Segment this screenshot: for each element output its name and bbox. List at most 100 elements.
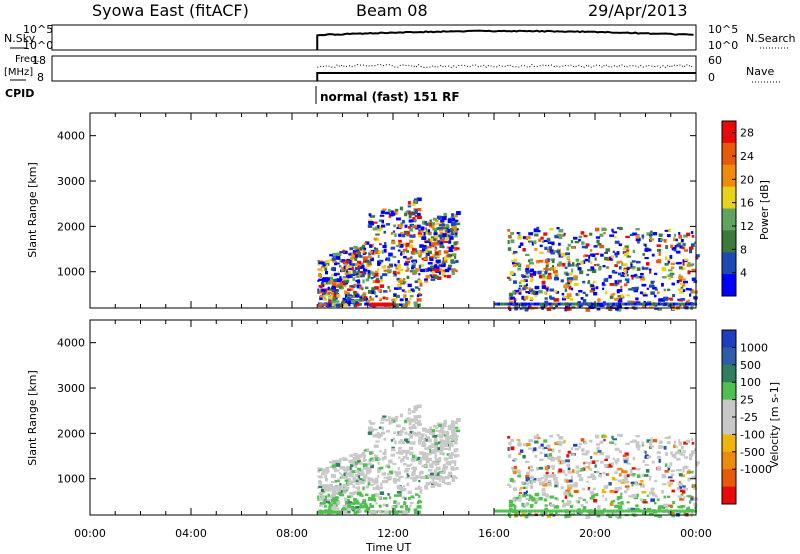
velocity-cell	[371, 479, 375, 483]
power-cell	[331, 257, 336, 261]
velocity-cell	[591, 460, 596, 464]
velocity-cell	[347, 481, 352, 485]
power-cell	[594, 227, 600, 232]
velocity-cell	[577, 474, 582, 478]
velocity-cell	[586, 480, 590, 483]
velocity-cell	[644, 455, 649, 459]
power-cell	[606, 257, 610, 261]
power-cell	[687, 262, 691, 266]
velocity-cell	[610, 500, 614, 503]
power-cell	[590, 288, 595, 292]
velocity-cell	[419, 458, 423, 463]
velocity-cell	[421, 455, 426, 458]
power-cell	[623, 269, 627, 274]
power-cell	[326, 264, 329, 267]
velocity-cell	[417, 414, 422, 419]
power-cell	[340, 267, 344, 271]
velocity-cell	[322, 471, 326, 474]
velocity-cell	[654, 514, 660, 517]
velocity-cell	[381, 426, 385, 431]
power-cell	[364, 286, 369, 290]
power-cell	[319, 295, 325, 298]
velocity-cell	[575, 465, 580, 469]
velocity-cell	[535, 467, 540, 471]
power-cell	[640, 272, 644, 276]
power-cell	[373, 237, 377, 241]
power-cell	[377, 254, 380, 259]
velocity-cell	[665, 452, 669, 456]
power-cell	[372, 280, 376, 284]
velocity-cell	[667, 467, 670, 471]
power-cell	[642, 253, 646, 256]
velocity-cell	[660, 509, 664, 513]
power-cell	[510, 239, 515, 244]
velocity-cell	[513, 507, 516, 510]
velocity-cell	[688, 453, 694, 457]
power-cell	[636, 260, 641, 264]
power-cell	[403, 255, 407, 259]
velocity-colorbar-segment	[722, 330, 736, 348]
power-cell	[681, 283, 686, 287]
power-cell	[365, 278, 370, 282]
power-cell	[428, 256, 434, 260]
power-cell	[556, 227, 560, 230]
velocity-cell	[351, 480, 356, 484]
velocity-cell	[385, 465, 388, 468]
power-cell	[406, 250, 410, 253]
velocity-cell	[527, 509, 531, 513]
velocity-cell	[404, 431, 408, 435]
velocity-cell	[403, 501, 406, 506]
power-cell	[509, 271, 514, 275]
velocity-cell	[365, 469, 369, 473]
velocity-cell	[513, 465, 517, 470]
velocity-cell	[448, 447, 452, 451]
velocity-cell	[601, 489, 605, 493]
power-cell	[423, 249, 429, 254]
velocity-cell	[351, 494, 354, 498]
power-cell	[612, 302, 616, 306]
velocity-cell	[544, 466, 549, 471]
power-cell	[356, 284, 362, 289]
velocity-cell	[670, 469, 675, 473]
velocity-cell	[500, 509, 504, 513]
velocity-cell	[587, 488, 590, 491]
velocity-cell	[349, 470, 352, 475]
velocity-cell	[355, 486, 359, 489]
velocity-cell	[399, 505, 404, 509]
velocity-cell	[439, 445, 445, 450]
velocity-cell	[609, 513, 613, 516]
power-cell	[668, 297, 673, 300]
power-cell	[626, 267, 630, 271]
power-cell	[617, 295, 623, 298]
power-cell	[384, 241, 387, 246]
velocity-cell	[515, 509, 519, 513]
power-cell	[529, 258, 534, 262]
velocity-cell	[561, 504, 567, 508]
power-cell	[574, 241, 580, 244]
power-cell	[587, 268, 592, 272]
velocity-cell	[355, 481, 360, 486]
power-cell	[419, 251, 423, 256]
velocity-cell	[350, 464, 354, 468]
power-cell	[606, 266, 609, 269]
power-cell	[603, 302, 607, 306]
power-cell	[507, 228, 511, 232]
velocity-cell	[613, 478, 618, 481]
nave-tick-top: 60	[708, 54, 722, 67]
velocity-cell	[367, 431, 373, 435]
velocity-cell	[375, 502, 378, 505]
velocity-cell	[372, 487, 376, 491]
power-cell	[534, 293, 538, 297]
velocity-cell	[566, 454, 570, 458]
power-cell	[511, 259, 517, 263]
power-colorbar-segment	[722, 164, 736, 188]
velocity-cell	[528, 494, 532, 497]
velocity-cell	[549, 495, 555, 499]
velocity-cell	[354, 465, 358, 468]
velocity-cell	[544, 504, 548, 507]
velocity-cell	[633, 509, 637, 513]
power-cell	[568, 272, 573, 276]
velocity-cell	[509, 478, 514, 482]
power-cell	[385, 257, 391, 260]
velocity-cell	[422, 453, 427, 457]
